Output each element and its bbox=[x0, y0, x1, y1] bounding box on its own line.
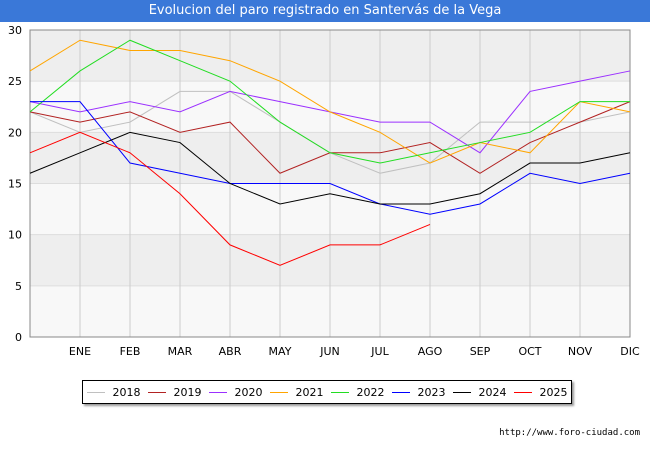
chart-title: Evolucion del paro registrado en Santerv… bbox=[0, 0, 650, 22]
legend-item-2025: 2025 bbox=[513, 385, 568, 399]
legend-label: 2019 bbox=[173, 385, 202, 399]
plot-border bbox=[29, 29, 631, 338]
x-tick-label: JUN bbox=[319, 345, 340, 358]
legend-item-2020: 2020 bbox=[208, 385, 263, 399]
legend-label: 2020 bbox=[234, 385, 263, 399]
y-tick-label: 20 bbox=[8, 126, 22, 139]
legend-item-2022: 2022 bbox=[330, 385, 385, 399]
x-tick-label: SEP bbox=[470, 345, 491, 358]
legend-item-2018: 2018 bbox=[86, 385, 141, 399]
line-chart: 0 5 10 15 20 25 30 ENE FEB MAR ABR MAY JUN JUL AGO SEP O… bbox=[8, 24, 640, 358]
y-tick-label: 5 bbox=[15, 280, 22, 293]
x-tick-label: MAY bbox=[269, 345, 292, 358]
legend-label: 2023 bbox=[417, 385, 446, 399]
series-line-2023 bbox=[30, 101, 631, 215]
legend-swatch bbox=[208, 391, 227, 393]
footer-url: http://www.foro-ciudad.com bbox=[499, 428, 640, 438]
x-tick-label: ABR bbox=[219, 345, 242, 358]
legend-label: 2024 bbox=[478, 385, 507, 399]
x-tick-label: MAR bbox=[168, 345, 193, 358]
legend-item-2023: 2023 bbox=[391, 385, 446, 399]
x-tick-label: ENE bbox=[69, 345, 91, 358]
legend-label: 2018 bbox=[112, 385, 141, 399]
y-tick-label: 30 bbox=[8, 24, 22, 37]
x-tick-label: AGO bbox=[418, 345, 443, 358]
x-tick-label: NOV bbox=[568, 345, 593, 358]
y-tick-label: 25 bbox=[8, 75, 22, 88]
legend-swatch bbox=[391, 391, 410, 393]
series-line-2024 bbox=[29, 131, 631, 205]
chart-legend: 2018 2019 2020 2021 2022 2023 2024 2025 bbox=[82, 380, 572, 404]
legend-swatch bbox=[147, 391, 166, 393]
legend-item-2021: 2021 bbox=[269, 385, 324, 399]
legend-item-2019: 2019 bbox=[147, 385, 202, 399]
legend-label: 2021 bbox=[295, 385, 324, 399]
series-line-2025 bbox=[29, 131, 431, 266]
x-tick-label: JUL bbox=[370, 345, 389, 358]
legend-swatch bbox=[513, 391, 532, 393]
legend-label: 2022 bbox=[356, 385, 385, 399]
legend-item-2024: 2024 bbox=[452, 385, 507, 399]
x-tick-label: OCT bbox=[518, 345, 541, 358]
series-line-2021 bbox=[29, 39, 631, 164]
legend-swatch bbox=[452, 391, 471, 393]
legend-swatch bbox=[86, 391, 105, 393]
legend-swatch bbox=[330, 391, 349, 393]
y-tick-label: 0 bbox=[15, 331, 22, 344]
y-tick-label: 15 bbox=[8, 178, 22, 191]
series-line-2022 bbox=[29, 39, 630, 164]
legend-label: 2025 bbox=[539, 385, 568, 399]
y-tick-label: 10 bbox=[8, 229, 22, 242]
legend-swatch bbox=[269, 391, 288, 393]
x-tick-label: FEB bbox=[120, 345, 141, 358]
x-tick-label: DIC bbox=[620, 345, 640, 358]
